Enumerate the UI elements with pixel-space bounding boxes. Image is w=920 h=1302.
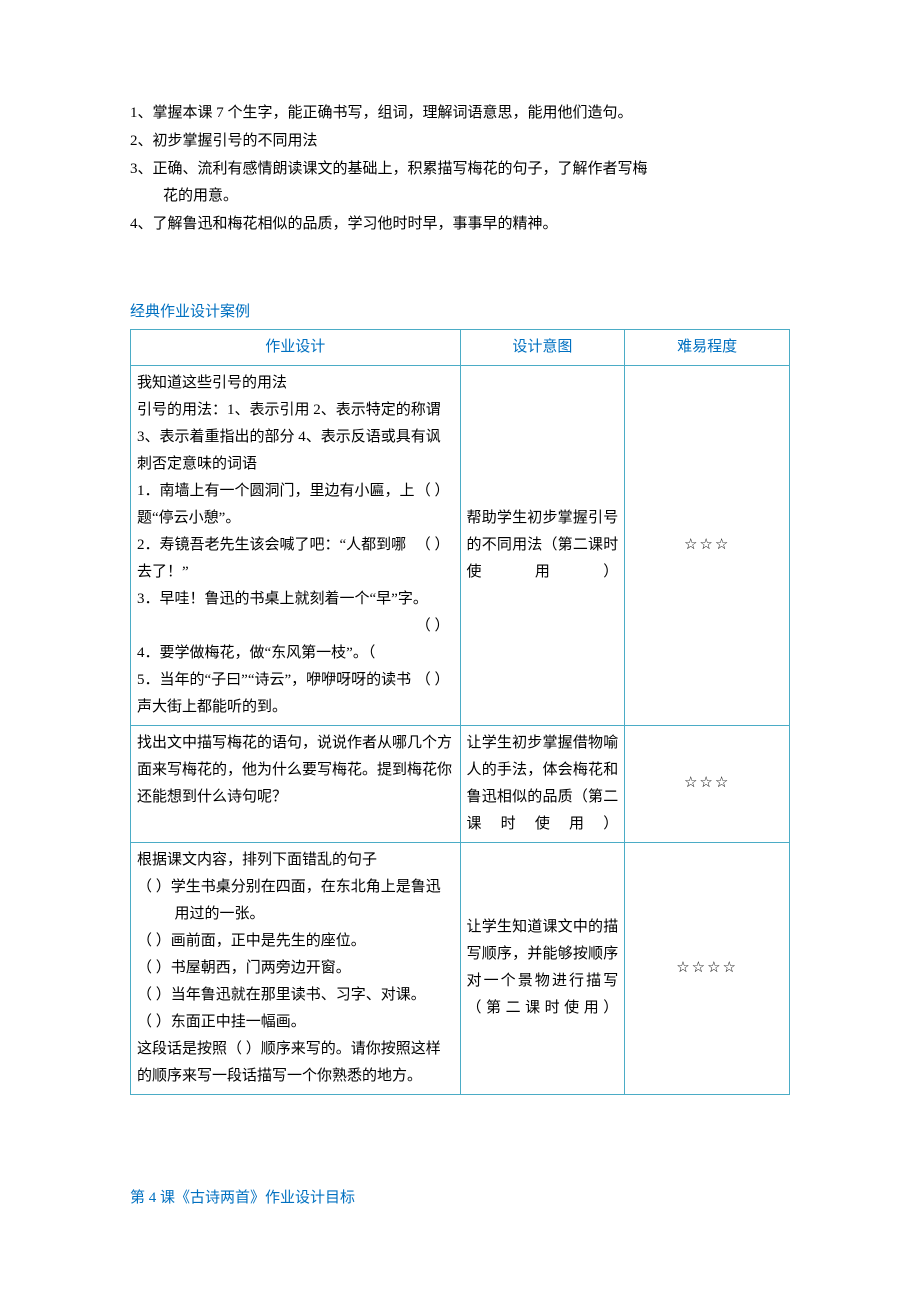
design-ordered-item: （ ）东面正中挂一幅画。 [137,1009,454,1036]
table-row: 找出文中描写梅花的语句，说说作者从哪几个方面来写梅花的，他为什么要写梅花。提到梅… [131,725,790,842]
intro-number: 3、 [130,156,153,184]
design-ordered-item: （ ）画前面，正中是先生的座位。 [137,928,454,955]
design-item-text: 5．当年的“子曰”“诗云”，咿咿呀呀的读书声大街上都能听的到。 [137,667,416,721]
intro-list: 1、 掌握本课 7 个生字，能正确书写，组词，理解词语意思，能用他们造句。 2、… [130,100,790,239]
design-item-text: 4．要学做梅花，做“东风第一枝”。（ [137,640,454,667]
table-row: 我知道这些引号的用法 引号的用法：1、表示引用 2、表示特定的称谓 3、表示着重… [131,365,790,725]
next-lesson-heading: 第 4 课《古诗两首》作业设计目标 [130,1185,790,1213]
design-ordered-item: （ ）书屋朝西，门两旁边开窗。 [137,955,454,982]
design-ordered-item: （ ）学生书桌分别在四面，在东北角上是鲁迅用过的一张。 [137,874,454,928]
col-header-difficulty: 难易程度 [625,329,790,365]
spacer [137,613,416,640]
cell-intent: 让学生知道课文中的描写顺序，并能够按顺序对一个景物进行描写（第二课时使用） [460,842,625,1094]
design-item-paren: （ ） [416,532,454,586]
design-item-paren: （ ） [416,667,454,721]
design-lead: 根据课文内容，排列下面错乱的句子 [137,847,454,874]
design-lead: 引号的用法：1、表示引用 2、表示特定的称谓 3、表示着重指出的部分 4、表示反… [137,397,454,478]
cell-design: 我知道这些引号的用法 引号的用法：1、表示引用 2、表示特定的称谓 3、表示着重… [131,365,461,725]
intro-number: 2、 [130,128,153,156]
design-item: 1．南墙上有一个圆洞门，里边有小匾，上题“停云小憩”。 （ ） [137,478,454,532]
design-item-text: 3．早哇！鲁迅的书桌上就刻着一个“早”字。 [137,586,454,613]
col-header-design: 作业设计 [131,329,461,365]
intro-item: 4、 了解鲁迅和梅花相似的品质，学习他时时早，事事早的精神。 [130,211,790,239]
intro-subline: 花的用意。 [130,183,790,211]
intro-number: 1、 [130,100,153,128]
design-item-text: 1．南墙上有一个圆洞门，里边有小匾，上题“停云小憩”。 [137,478,416,532]
intro-item: 3、 正确、流利有感情朗读课文的基础上，积累描写梅花的句子，了解作者写梅 [130,156,790,184]
section-title: 经典作业设计案例 [130,299,790,327]
intro-item: 2、 初步掌握引号的不同用法 [130,128,790,156]
design-item-paren-line: （ ） [137,613,454,640]
col-header-intent: 设计意图 [460,329,625,365]
cell-difficulty: ☆☆☆☆ [625,842,790,1094]
intro-text: 初步掌握引号的不同用法 [153,128,790,156]
design-item-paren: （ ） [416,613,454,640]
cell-design: 找出文中描写梅花的语句，说说作者从哪几个方面来写梅花的，他为什么要写梅花。提到梅… [131,725,461,842]
intro-number: 4、 [130,211,153,239]
design-ordered-item: （ ）当年鲁迅就在那里读书、习字、对课。 [137,982,454,1009]
cell-difficulty: ☆☆☆ [625,365,790,725]
table-header-row: 作业设计 设计意图 难易程度 [131,329,790,365]
design-lead: 我知道这些引号的用法 [137,370,454,397]
design-item: 2．寿镜吾老先生该会喊了吧：“人都到哪去了！” （ ） [137,532,454,586]
cell-design: 根据课文内容，排列下面错乱的句子 （ ）学生书桌分别在四面，在东北角上是鲁迅用过… [131,842,461,1094]
cell-difficulty: ☆☆☆ [625,725,790,842]
intro-text: 掌握本课 7 个生字，能正确书写，组词，理解词语意思，能用他们造句。 [153,100,790,128]
intro-item: 1、 掌握本课 7 个生字，能正确书写，组词，理解词语意思，能用他们造句。 [130,100,790,128]
homework-table: 作业设计 设计意图 难易程度 我知道这些引号的用法 引号的用法：1、表示引用 2… [130,329,790,1095]
design-item-text: 2．寿镜吾老先生该会喊了吧：“人都到哪去了！” [137,532,416,586]
design-item-paren: （ ） [416,478,454,532]
design-tail: 这段话是按照（ ）顺序来写的。请你按照这样的顺序来写一段话描写一个你熟悉的地方。 [137,1036,454,1090]
table-row: 根据课文内容，排列下面错乱的句子 （ ）学生书桌分别在四面，在东北角上是鲁迅用过… [131,842,790,1094]
intro-text: 正确、流利有感情朗读课文的基础上，积累描写梅花的句子，了解作者写梅 [153,156,790,184]
intro-text: 了解鲁迅和梅花相似的品质，学习他时时早，事事早的精神。 [153,211,790,239]
cell-intent: 让学生初步掌握借物喻人的手法，体会梅花和鲁迅相似的品质（第二课时使用） [460,725,625,842]
design-lead: 找出文中描写梅花的语句，说说作者从哪几个方面来写梅花的，他为什么要写梅花。提到梅… [137,730,454,811]
cell-intent: 帮助学生初步掌握引号的不同用法（第二课时使用） [460,365,625,725]
design-item: 5．当年的“子曰”“诗云”，咿咿呀呀的读书声大街上都能听的到。 （ ） [137,667,454,721]
